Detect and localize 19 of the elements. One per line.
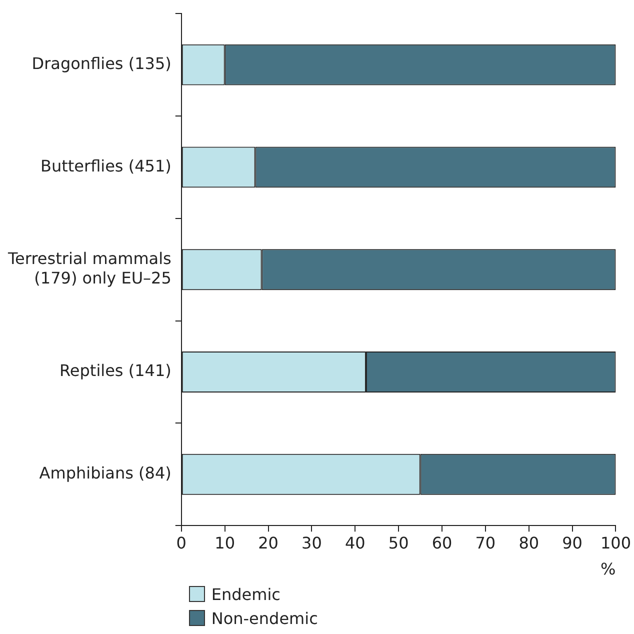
x-tick-label: 50 xyxy=(388,533,409,552)
x-tick-label: 10 xyxy=(214,533,235,552)
x-tick-label: 90 xyxy=(562,533,582,552)
x-tick-label: 0 xyxy=(176,533,186,552)
y-tick-label: Terrestrial mammals (179) only EU–25 xyxy=(6,249,172,288)
x-tick-label: 80 xyxy=(518,533,540,552)
y-tick-label: Butterflies (451) xyxy=(40,156,172,176)
legend-label: Non-endemic xyxy=(211,608,318,628)
x-tick-label: 100 xyxy=(600,533,632,552)
x-tick-label: 30 xyxy=(302,533,322,552)
y-tick-label: Dragonflies (135) xyxy=(32,54,172,73)
legend-label: Endemic xyxy=(211,584,280,604)
y-tick-label: Reptiles (141) xyxy=(60,361,172,380)
x-axis-title: % xyxy=(600,560,616,579)
x-tick-label: 40 xyxy=(344,533,366,552)
x-tick-label: 60 xyxy=(432,533,452,552)
x-tick-label: 70 xyxy=(475,533,496,552)
y-tick-label: Amphibians (84) xyxy=(39,464,172,483)
x-tick-label: 20 xyxy=(258,533,278,552)
